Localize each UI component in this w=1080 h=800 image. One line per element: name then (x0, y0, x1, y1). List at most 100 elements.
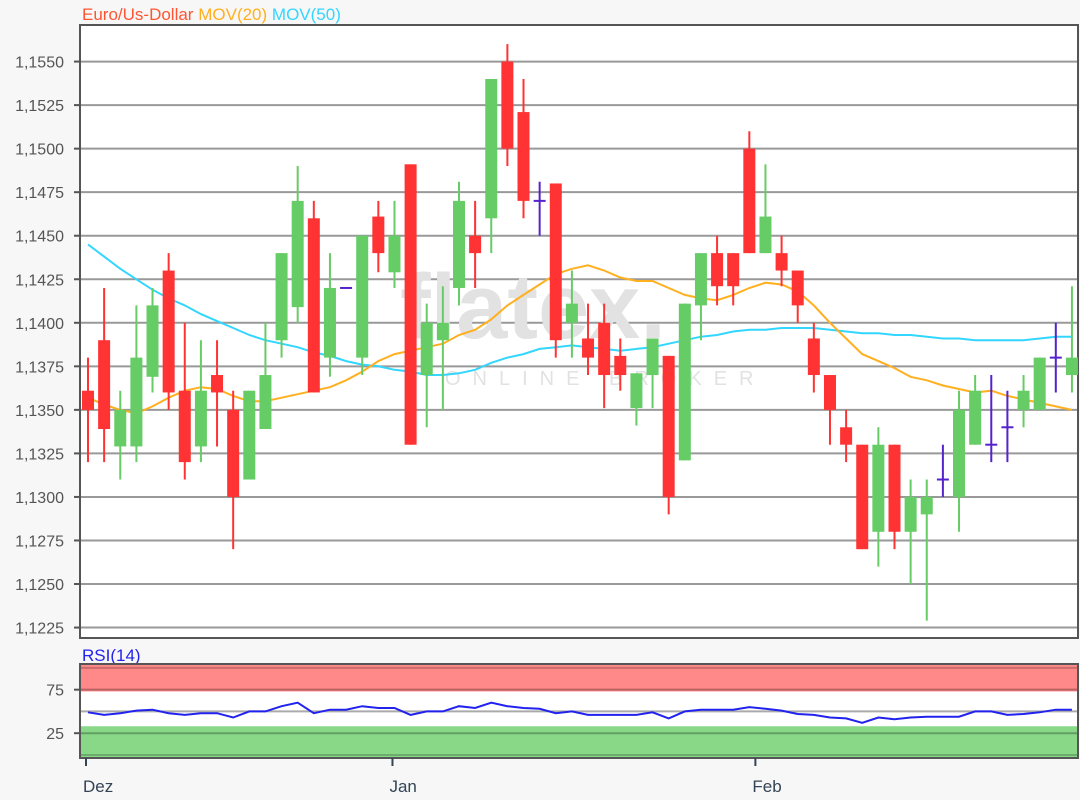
candle (469, 200, 482, 288)
candle-body (146, 305, 159, 377)
candle-body (178, 390, 191, 463)
candle (259, 322, 272, 430)
ma50-line-group (87, 243, 1072, 376)
price-tick-label: 1,1500 (15, 142, 64, 159)
candle-body (485, 78, 498, 219)
candle (323, 253, 336, 377)
candle (178, 322, 191, 480)
candle-body (420, 322, 433, 376)
candle (904, 479, 917, 585)
candle (211, 340, 224, 447)
candle (823, 375, 836, 445)
candle-body (436, 322, 449, 341)
price-tick-label: 1,1225 (15, 621, 64, 638)
candle (678, 303, 691, 461)
candle (1017, 375, 1030, 428)
candle-body (469, 235, 482, 254)
candle-body (759, 216, 772, 254)
candle (888, 444, 901, 550)
watermark-sub: ONLINE BROKER (445, 368, 765, 390)
candle-body (840, 427, 853, 445)
x-axis: Dez Jan Feb (83, 758, 782, 796)
candle (388, 200, 401, 288)
rsi-label: RSI(14) (82, 646, 141, 665)
candle-body (388, 235, 401, 273)
candle-body (582, 338, 595, 358)
candle (436, 286, 449, 410)
candle-body (356, 235, 369, 358)
candle (598, 303, 611, 409)
candle (420, 303, 433, 428)
rsi-tick-label: 75 (46, 683, 64, 700)
price-tick-label: 1,1300 (15, 490, 64, 507)
candle (969, 375, 982, 445)
candle-body (775, 253, 788, 271)
x-tick-label: Dez (83, 777, 113, 796)
candle (275, 253, 288, 358)
candle-body (307, 218, 320, 393)
candle-body (452, 200, 465, 288)
candle-body (711, 253, 724, 287)
candle-body (743, 148, 756, 254)
candle (1065, 286, 1078, 393)
candle-body (275, 253, 288, 341)
candle-body (614, 355, 627, 376)
candle (646, 338, 659, 409)
candle-body (791, 270, 804, 306)
price-tick-label: 1,1275 (15, 533, 64, 550)
candle (501, 44, 514, 167)
rsi-oversold-band (81, 726, 1077, 758)
price-grid: 1,1550 1,1525 1,1500 1,1475 1,1450 1,1425 1,14… (15, 55, 1077, 638)
candle (856, 444, 869, 550)
watermark-logo: flatex. (400, 256, 666, 358)
candle-body (227, 409, 240, 497)
candle-body (920, 496, 933, 515)
candle (517, 78, 530, 219)
price-tick-label: 1,1325 (15, 446, 64, 463)
title-instrument: Euro/Us-Dollar (82, 5, 194, 24)
title-ma20: MOV(20) (198, 5, 267, 24)
price-tick-label: 1,1350 (15, 403, 64, 420)
candle-body (953, 409, 966, 497)
price-tick-label: 1,1550 (15, 55, 64, 72)
rsi-frame (79, 663, 1079, 759)
price-tick-label: 1,1475 (15, 185, 64, 202)
candle (953, 390, 966, 532)
candle (549, 183, 562, 358)
candle (630, 373, 643, 426)
candle-body (549, 183, 562, 341)
candle-body (969, 390, 982, 445)
candles (82, 44, 1078, 621)
candle (404, 164, 417, 445)
candle-body (598, 322, 611, 376)
candle-body (856, 444, 869, 550)
candle (194, 340, 207, 463)
candle (614, 338, 627, 391)
candle-body (1065, 357, 1078, 376)
price-tick-label: 1,1450 (15, 229, 64, 246)
candle (775, 235, 788, 287)
price-tick-label: 1,1525 (15, 98, 64, 115)
candle (920, 479, 933, 621)
price-tick-label: 1,1250 (15, 577, 64, 594)
candle-body (194, 390, 207, 447)
candle-body (888, 444, 901, 532)
candle-body (130, 357, 143, 447)
candle (485, 78, 498, 254)
rsi-tick-label: 25 (46, 726, 64, 743)
candle (759, 164, 772, 254)
ma50-line (87, 243, 1072, 376)
price-plot-area (79, 24, 1079, 639)
candle (694, 253, 707, 341)
candle-body (517, 112, 530, 201)
candle (307, 200, 320, 393)
price-tick-label: 1,1425 (15, 272, 64, 289)
candle-body (372, 216, 385, 254)
chart-title: Euro/Us-Dollar MOV(20) MOV(50) (82, 5, 341, 24)
candle-body (98, 340, 111, 430)
candle (1049, 322, 1062, 393)
candle-body (904, 496, 917, 532)
candle-body (694, 253, 707, 306)
candle (130, 305, 143, 463)
